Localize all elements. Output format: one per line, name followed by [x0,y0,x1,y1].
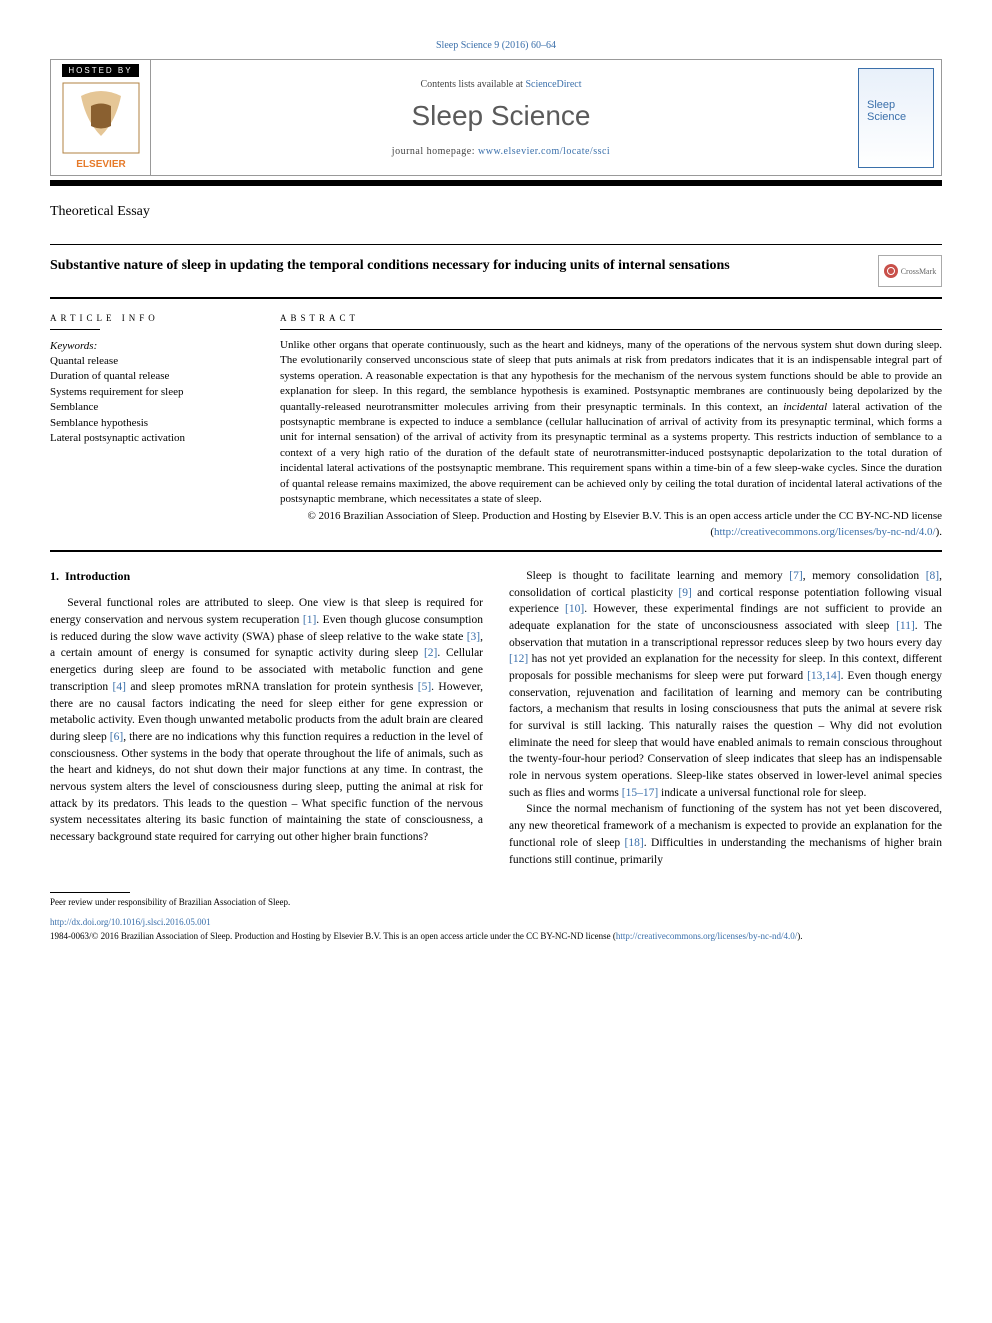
section-heading: 1. Introduction [50,568,483,585]
publisher-column: HOSTED BY ELSEVIER [51,60,151,175]
footer-divider [50,892,130,893]
citation-link[interactable]: [13,14] [807,670,841,682]
article-info-column: article info Keywords: Quantal release D… [50,313,250,540]
crossmark-badge[interactable]: CrossMark [878,255,942,287]
citation-link[interactable]: [15–17] [622,787,658,799]
article-type: Theoretical Essay [50,204,942,220]
journal-cover-icon [858,68,934,168]
hosted-by-label: HOSTED BY [62,64,138,77]
body-paragraph: Since the normal mechanism of functionin… [509,801,942,868]
header-citation: Sleep Science 9 (2016) 60–64 [50,40,942,51]
sciencedirect-link[interactable]: ScienceDirect [525,79,581,90]
article-body: 1. Introduction Several functional roles… [50,568,942,868]
journal-title: Sleep Science [411,100,590,132]
divider-thick [50,297,942,299]
body-paragraph: Sleep is thought to facilitate learning … [509,568,942,801]
citation-link[interactable]: [12] [509,653,528,665]
keywords-label: Keywords: [50,340,250,352]
svg-text:ELSEVIER: ELSEVIER [76,159,126,170]
crossmark-label: CrossMark [901,267,937,276]
header-divider-bar [50,180,942,186]
divider-thick [50,550,942,552]
divider [50,244,942,245]
abstract-column: abstract Unlike other organs that operat… [280,313,942,540]
article-info-header: article info [50,313,250,323]
citation-link[interactable]: Sleep Science 9 (2016) 60–64 [436,40,556,51]
citation-link[interactable]: [11] [896,620,915,632]
cover-column [851,60,941,175]
header-center: Contents lists available at ScienceDirec… [151,60,851,175]
citation-link[interactable]: [10] [565,603,584,615]
keywords-list: Quantal release Duration of quantal rele… [50,354,250,446]
footer-license-link[interactable]: http://creativecommons.org/licenses/by-n… [616,931,797,941]
abstract-text: Unlike other organs that operate continu… [280,338,942,507]
body-paragraph: Several functional roles are attributed … [50,595,483,845]
doi-line: http://dx.doi.org/10.1016/j.slsci.2016.0… [50,917,942,927]
citation-link[interactable]: [7] [789,570,802,582]
peer-review-note: Peer review under responsibility of Braz… [50,897,942,909]
citation-link[interactable]: [3] [467,631,480,643]
citation-link[interactable]: [5] [418,681,431,693]
journal-header-box: HOSTED BY ELSEVIER Contents lists availa… [50,59,942,176]
homepage-link[interactable]: www.elsevier.com/locate/ssci [478,146,610,157]
homepage-line: journal homepage: www.elsevier.com/locat… [392,146,610,157]
crossmark-icon [884,264,898,278]
citation-link[interactable]: [18] [625,837,644,849]
abstract-header: abstract [280,313,942,323]
citation-link[interactable]: [8] [926,570,939,582]
elsevier-logo-icon: ELSEVIER [61,81,141,171]
issn-copyright: 1984-0063/© 2016 Brazilian Association o… [50,931,942,943]
citation-link[interactable]: [1] [303,614,316,626]
copyright-line: © 2016 Brazilian Association of Sleep. P… [280,509,942,540]
citation-link[interactable]: [2] [424,647,437,659]
contents-line: Contents lists available at ScienceDirec… [420,79,581,90]
citation-link[interactable]: [4] [113,681,126,693]
citation-link[interactable]: [9] [678,587,691,599]
citation-link[interactable]: [6] [110,731,123,743]
doi-link[interactable]: http://dx.doi.org/10.1016/j.slsci.2016.0… [50,917,211,927]
article-title: Substantive nature of sleep in updating … [50,255,878,276]
license-link[interactable]: http://creativecommons.org/licenses/by-n… [714,526,936,538]
